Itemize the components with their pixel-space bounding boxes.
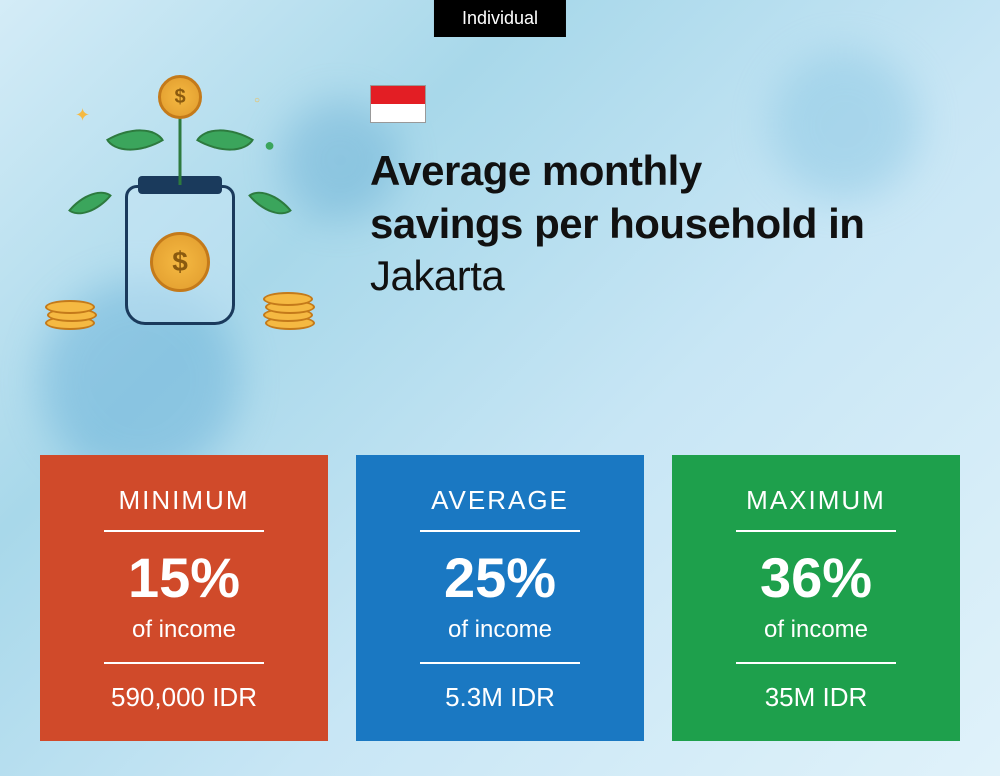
leaf-icon: [248, 180, 292, 226]
card-divider: [104, 662, 264, 664]
card-amount: 5.3M IDR: [445, 682, 555, 713]
card-divider: [420, 530, 580, 532]
plant-stem-icon: [179, 115, 182, 185]
card-sublabel: of income: [448, 616, 552, 644]
page-title: Average monthly savings per household in…: [370, 145, 960, 303]
title-area: Average monthly savings per household in…: [370, 75, 960, 303]
stat-card-average: AVERAGE 25% of income 5.3M IDR: [356, 455, 644, 741]
sparkle-icon: ●: [264, 135, 275, 156]
leaf-icon: [106, 115, 164, 166]
card-sublabel: of income: [132, 616, 236, 644]
title-line: Average monthly: [370, 147, 702, 194]
stat-card-maximum: MAXIMUM 36% of income 35M IDR: [672, 455, 960, 741]
savings-illustration: $ $ ✦ ● ○: [40, 75, 320, 355]
card-divider: [736, 530, 896, 532]
card-percent: 25%: [444, 550, 556, 606]
card-percent: 15%: [128, 550, 240, 606]
title-line: savings per household in: [370, 200, 864, 247]
dollar-coin-icon: $: [150, 232, 210, 292]
card-label: MAXIMUM: [746, 485, 886, 516]
card-amount: 590,000 IDR: [111, 682, 257, 713]
card-amount: 35M IDR: [765, 682, 868, 713]
card-divider: [736, 662, 896, 664]
leaf-icon: [196, 115, 254, 166]
card-percent: 36%: [760, 550, 872, 606]
dollar-coin-icon: $: [158, 75, 202, 119]
title-location: Jakarta: [370, 252, 504, 299]
sparkle-icon: ✦: [75, 105, 90, 126]
card-sublabel: of income: [764, 616, 868, 644]
indonesia-flag-icon: [370, 85, 426, 123]
stat-cards: MINIMUM 15% of income 590,000 IDR AVERAG…: [40, 455, 960, 741]
card-divider: [420, 662, 580, 664]
card-divider: [104, 530, 264, 532]
sparkle-icon: ○: [254, 95, 260, 106]
leaf-icon: [68, 180, 112, 226]
coin-stack-icon: [245, 280, 315, 330]
coin-stack-icon: [45, 280, 115, 330]
jar-icon: $: [125, 185, 235, 325]
category-badge: Individual: [434, 0, 566, 37]
header-section: $ $ ✦ ● ○ Average monthly savings per ho…: [40, 75, 960, 355]
card-label: AVERAGE: [431, 485, 569, 516]
stat-card-minimum: MINIMUM 15% of income 590,000 IDR: [40, 455, 328, 741]
card-label: MINIMUM: [119, 485, 250, 516]
